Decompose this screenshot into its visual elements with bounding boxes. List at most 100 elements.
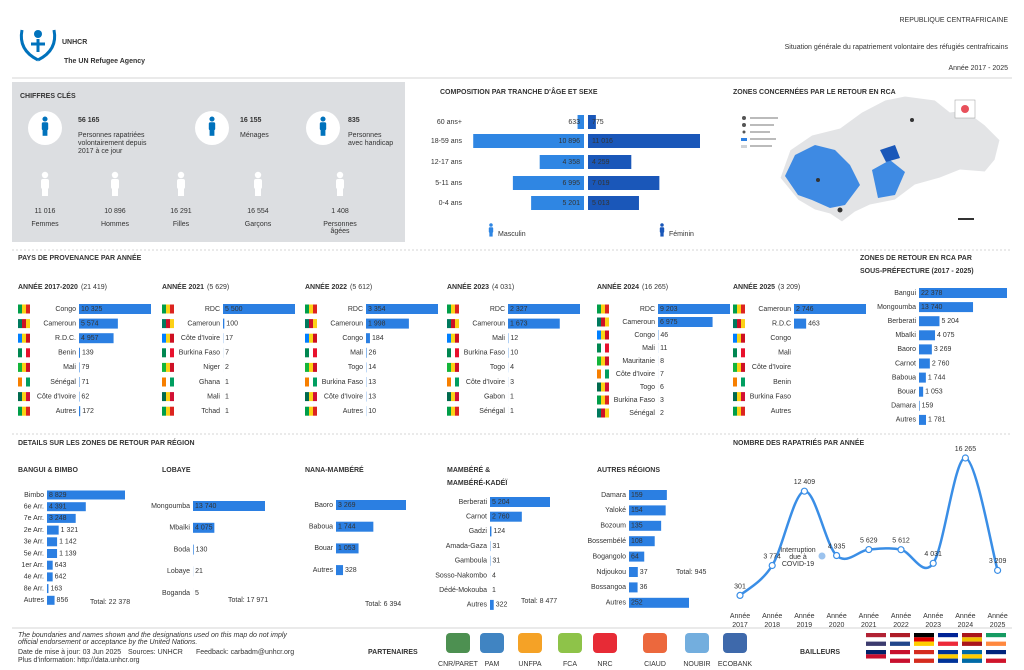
bar-label: Bouar bbox=[314, 545, 333, 552]
flag-stripe bbox=[455, 333, 459, 343]
bar-label: Mongoumba bbox=[877, 304, 916, 311]
bar-value: 4 391 bbox=[49, 504, 67, 511]
bar-value: 1 998 bbox=[368, 320, 386, 327]
bar-value: 6 975 bbox=[660, 319, 678, 326]
bar bbox=[919, 414, 927, 425]
annotation: due à bbox=[789, 554, 807, 561]
flag-stripe bbox=[447, 304, 451, 314]
flag-stripe bbox=[305, 377, 309, 387]
bar-value: 5 500 bbox=[225, 306, 243, 313]
flag-stripe bbox=[737, 348, 741, 358]
flag-stripe bbox=[22, 392, 26, 402]
bar bbox=[223, 304, 295, 314]
group-value: 16 291 bbox=[170, 208, 192, 215]
flag-stripe bbox=[309, 319, 313, 329]
bar-label: Côte d'Ivoire bbox=[181, 335, 220, 342]
year-point bbox=[961, 454, 970, 462]
pyramid-bar bbox=[588, 176, 660, 190]
year-label: 2020 bbox=[829, 622, 845, 629]
flag-stripe bbox=[597, 330, 601, 340]
pyramid-value: 6 995 bbox=[562, 180, 580, 187]
legend-symbol bbox=[741, 145, 747, 148]
flag-stripe bbox=[605, 330, 609, 340]
bar bbox=[919, 344, 932, 355]
flag-stripe bbox=[605, 369, 609, 379]
bar-label: Damara bbox=[891, 403, 916, 410]
bar bbox=[794, 304, 866, 314]
year-label: Année bbox=[826, 613, 846, 620]
bar-value: 10 bbox=[510, 350, 518, 357]
bar-value: 62 bbox=[81, 393, 89, 400]
bar-value: 135 bbox=[631, 523, 643, 530]
flag-stripe bbox=[451, 392, 455, 402]
bar bbox=[919, 302, 974, 313]
bar-value: 3 269 bbox=[934, 346, 952, 353]
section-title: SOUS-PRÉFECTURE (2017 - 2025) bbox=[860, 266, 974, 275]
bar-value: 21 bbox=[195, 568, 203, 575]
bar-value: 1 053 bbox=[338, 545, 356, 552]
flag-stripe bbox=[22, 348, 26, 358]
partner-name: CNR/PARET bbox=[438, 661, 479, 668]
flag-stripe bbox=[737, 406, 741, 416]
section-title: ZONES CONCERNÉES PAR LE RETOUR EN RCA bbox=[733, 87, 896, 96]
donor-flag-stripe bbox=[914, 658, 934, 663]
bar-value: 100 bbox=[226, 320, 238, 327]
person-icon-body bbox=[319, 122, 327, 131]
group-label: Filles bbox=[173, 221, 190, 228]
figure-label: volontairement depuis bbox=[78, 140, 147, 147]
flag-stripe bbox=[451, 377, 455, 387]
bar-value: 1 781 bbox=[928, 417, 946, 424]
flag-stripe bbox=[741, 333, 745, 343]
bar-label: Mali bbox=[778, 350, 791, 357]
person-icon-legs bbox=[178, 188, 184, 196]
person-icon-legs bbox=[112, 188, 118, 196]
year-label: Année bbox=[762, 613, 782, 620]
bar-label: RDC bbox=[348, 306, 363, 313]
pyramid-bar bbox=[588, 196, 639, 210]
donor-flag-stripe bbox=[962, 641, 982, 646]
year-label: Année bbox=[859, 613, 879, 620]
bar-value: 26 bbox=[369, 350, 377, 357]
flag-stripe bbox=[162, 319, 166, 329]
bar-value: 4 075 bbox=[937, 332, 955, 339]
bar-value: 6 bbox=[660, 384, 664, 391]
bar-label: Gabon bbox=[484, 393, 505, 400]
bar bbox=[629, 567, 638, 577]
flag-stripe bbox=[455, 406, 459, 416]
annotation: COVID-19 bbox=[782, 561, 814, 568]
section-title: ZONES DE RETOUR EN RCA PAR bbox=[860, 255, 972, 262]
bar bbox=[47, 549, 58, 558]
pyramid-value: 4 259 bbox=[592, 159, 610, 166]
person-icon-body bbox=[254, 179, 262, 189]
flag-stripe bbox=[313, 304, 317, 314]
bar-value: 154 bbox=[631, 507, 643, 514]
bar bbox=[366, 333, 370, 344]
section-title: COMPOSITION PAR TRANCHE D'ÂGE ET SEXE bbox=[440, 87, 598, 96]
bar-value: 4 075 bbox=[195, 525, 213, 532]
region-title: MAMBÉRÉ-KADÉÏ bbox=[447, 478, 508, 487]
legend-line bbox=[750, 117, 778, 119]
bar-label: Damara bbox=[601, 492, 626, 499]
legend-symbol bbox=[742, 123, 746, 127]
flag-stripe bbox=[451, 406, 455, 416]
figure-label: Personnes bbox=[348, 132, 382, 139]
logo-body bbox=[31, 39, 45, 52]
person-icon-body bbox=[41, 179, 49, 189]
year-label: 2025 bbox=[990, 622, 1006, 629]
flag-stripe bbox=[605, 395, 609, 405]
person-icon-head bbox=[320, 116, 326, 122]
donor-flag-stripe bbox=[866, 637, 886, 642]
group-value: 11 016 bbox=[35, 208, 56, 215]
flag-stripe bbox=[313, 362, 317, 372]
year-label: Année bbox=[730, 613, 750, 620]
donor-flag-stripe bbox=[962, 658, 982, 663]
bar-label: Bozoum bbox=[600, 523, 626, 530]
bar-value: 1 bbox=[225, 379, 229, 386]
bar bbox=[47, 560, 53, 570]
bar-value: 13 bbox=[368, 393, 376, 400]
legend-label: Masculin bbox=[498, 231, 526, 238]
partner-name: ECOBANK bbox=[718, 661, 753, 668]
section-title: CHIFFRES CLÉS bbox=[20, 91, 76, 100]
flag-stripe bbox=[26, 348, 30, 358]
